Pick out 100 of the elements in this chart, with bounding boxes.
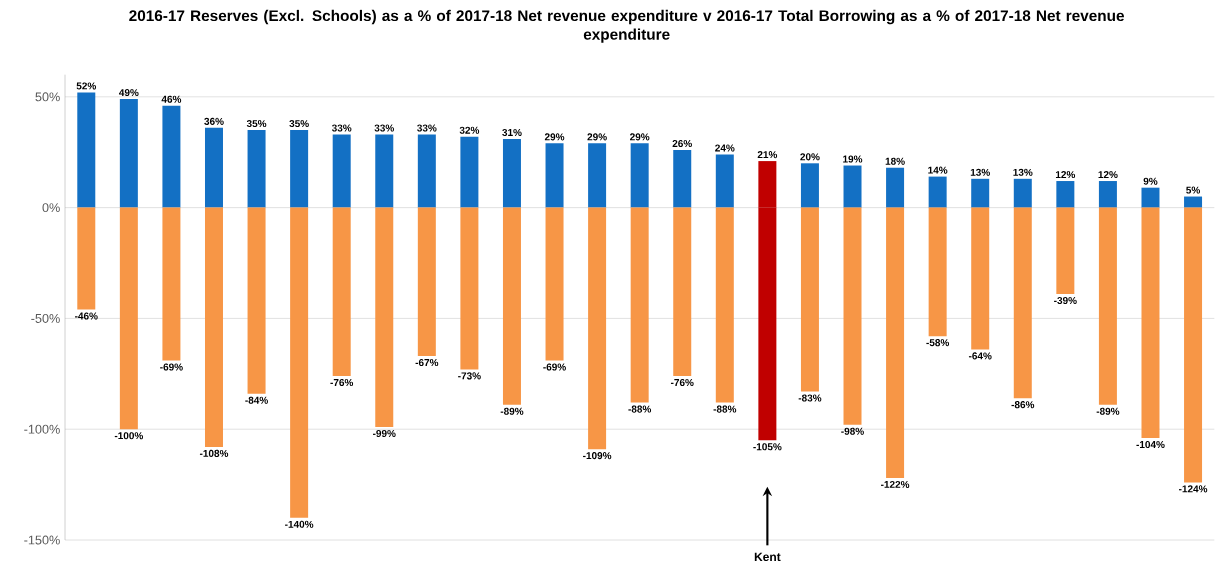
data-label: 13%: [1013, 168, 1033, 176]
data-label: -88%: [628, 405, 652, 413]
data-label: 52%: [76, 82, 97, 90]
bar: [375, 134, 394, 208]
bar: [886, 167, 905, 208]
data-label: -69%: [543, 363, 566, 371]
bar: [630, 207, 649, 403]
data-label: -86%: [1011, 401, 1035, 409]
data-label: -124%: [1179, 485, 1208, 493]
bar: [928, 176, 947, 208]
y-tick-label: 0%: [42, 203, 60, 213]
data-label: -83%: [798, 394, 822, 402]
text: Kent: [754, 552, 781, 562]
data-label: -122%: [881, 480, 910, 488]
data-label: 21%: [757, 151, 778, 159]
data-label: -99%: [372, 429, 396, 438]
bar: [715, 154, 734, 208]
bar: [77, 92, 96, 208]
data-label: -58%: [926, 339, 950, 347]
data-label: 29%: [630, 133, 650, 141]
bar: [332, 207, 351, 377]
bar: [502, 138, 521, 208]
data-label: -88%: [713, 405, 737, 413]
data-label: 32%: [459, 126, 480, 134]
data-label: 29%: [544, 133, 565, 141]
bar: [119, 99, 138, 208]
bar: [971, 207, 990, 350]
data-label: -76%: [330, 378, 354, 387]
bar: [77, 207, 96, 310]
bar: [630, 143, 649, 208]
data-label: -100%: [114, 432, 144, 440]
bar: [715, 207, 734, 403]
bar: [1013, 178, 1032, 208]
bar: [886, 207, 905, 478]
chart-title: 2016-17 Reserves (Excl. Schools) as a % of 2017-18 Net revenue expenditure v 2016-17 Total Borrowing as a % of 2017-18 Net revenue expenditure: [129, 9, 1124, 43]
data-label: -46%: [75, 312, 98, 320]
data-label: 29%: [587, 133, 607, 141]
bar: [1141, 207, 1160, 439]
bar: [545, 143, 564, 208]
data-label: -105%: [753, 443, 782, 451]
y-tick-label: 50%: [35, 92, 60, 102]
data-label: -89%: [500, 407, 524, 415]
data-label: 20%: [800, 153, 820, 161]
bar: [1184, 207, 1203, 483]
data-label: 19%: [843, 155, 863, 163]
data-label: -108%: [199, 449, 229, 457]
y-tick-label: -50%: [31, 313, 60, 323]
bar: [843, 165, 862, 208]
data-label: -69%: [160, 363, 183, 371]
bar: [204, 127, 223, 208]
data-label: 26%: [672, 139, 692, 148]
data-label: -64%: [968, 352, 992, 360]
data-label: 33%: [374, 124, 394, 132]
data-label: 33%: [417, 124, 437, 132]
data-label: 5%: [1186, 186, 1200, 194]
bar: [247, 207, 266, 394]
data-label: 18%: [885, 157, 905, 165]
data-label: -104%: [1136, 441, 1165, 449]
bar: [673, 150, 692, 208]
bar: [119, 207, 138, 430]
data-label: -84%: [245, 396, 268, 404]
data-label: -39%: [1054, 296, 1077, 305]
bar: [588, 143, 607, 208]
data-label: 24%: [715, 144, 735, 152]
data-label: 9%: [1143, 177, 1158, 185]
bar: [1184, 196, 1203, 208]
data-label: 12%: [1098, 171, 1118, 179]
y-tick-label: -150%: [24, 535, 60, 545]
data-label: -140%: [285, 520, 314, 528]
bar: [673, 207, 692, 377]
data-label: 36%: [204, 117, 224, 125]
bar: [460, 207, 479, 370]
data-label: 46%: [161, 95, 182, 103]
bar: [162, 105, 181, 208]
bar: [375, 207, 394, 427]
bar: [290, 207, 309, 518]
y-tick-label: -100%: [24, 424, 60, 434]
bar: [417, 207, 436, 357]
bar: [1098, 207, 1117, 405]
data-label: 12%: [1055, 171, 1076, 179]
bar: [545, 207, 564, 361]
bar: [1098, 181, 1117, 208]
bar: [204, 207, 223, 447]
data-label: -89%: [1096, 407, 1120, 415]
data-label: -73%: [458, 372, 481, 380]
data-label: -109%: [583, 452, 612, 460]
bar: [332, 134, 351, 208]
data-label: -67%: [415, 359, 439, 367]
bar: [1056, 207, 1075, 295]
data-label: 31%: [502, 128, 522, 136]
bar: [800, 163, 819, 208]
data-label: 33%: [331, 124, 352, 132]
data-label: -76%: [670, 378, 694, 387]
bar: [1013, 207, 1032, 399]
bar: [1056, 181, 1075, 208]
bar: [460, 136, 479, 208]
bar: [1141, 187, 1160, 208]
bar: [843, 207, 862, 425]
bar: [247, 130, 266, 208]
data-label: 13%: [970, 168, 990, 176]
